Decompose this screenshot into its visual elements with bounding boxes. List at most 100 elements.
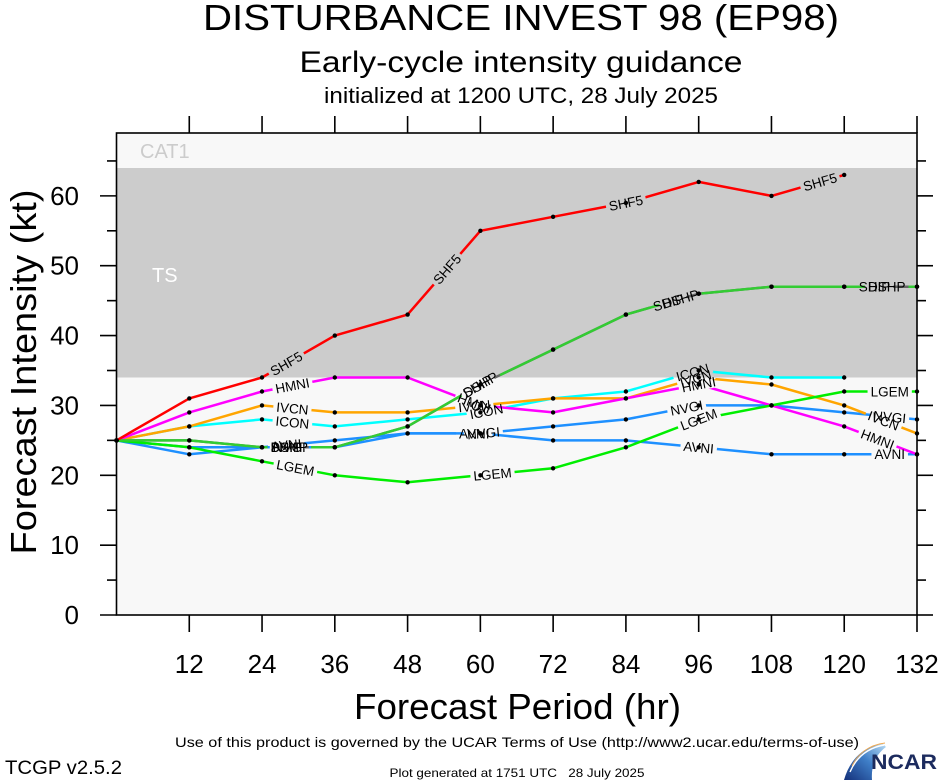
data-point-lgem [842, 389, 847, 394]
series-points [114, 172, 920, 485]
series-label-avni: AVNI [683, 439, 715, 457]
ncar-logo-text: NCAR [871, 751, 937, 774]
data-point-avni [696, 445, 701, 450]
series-line-hmni [116, 376, 918, 456]
y-tick-label: 60 [50, 181, 79, 211]
data-point-nvgi [405, 431, 410, 436]
y-tick-label: 30 [50, 390, 79, 420]
series-label-icon: ICON [468, 401, 504, 422]
x-tick-label: 36 [320, 649, 349, 679]
x-tick-label: 96 [684, 649, 713, 679]
series-label-dshp: DSHP [868, 280, 906, 295]
data-point-lgem [478, 473, 483, 478]
x-tick-label: 84 [611, 649, 640, 679]
series-label-icon: ICON [275, 414, 310, 432]
data-point-lgem [259, 459, 265, 464]
series-label-avni: AVNI [874, 447, 905, 462]
data-point-lgem [696, 417, 701, 422]
x-tick-label: 108 [750, 649, 793, 679]
series-label-ivcn: IVCN [458, 397, 492, 415]
data-point-dshp [696, 291, 701, 296]
ncar-swoosh-icon [844, 744, 886, 780]
series-label-lgem: LGEM [473, 465, 513, 484]
data-point-ivcn [259, 403, 265, 408]
x-tick-label: 132 [895, 649, 938, 679]
series-line-lgem [116, 390, 917, 484]
data-point-shf5 [259, 375, 265, 380]
y-tick-label: 40 [50, 321, 79, 351]
series-label-ivcn: IVCN [276, 400, 310, 418]
data-point-shf5 [696, 179, 701, 185]
x-tick-label: 120 [823, 649, 866, 679]
series-label-nvgi: NVGI [669, 398, 704, 419]
data-point-dshp [769, 284, 774, 289]
ncar-swoosh-highlight-icon [849, 744, 885, 773]
series-label-avni: AVNI [459, 426, 490, 441]
series-label-avni: AVNI [270, 436, 302, 454]
series-label-shf5: SHF5 [608, 193, 645, 214]
data-point-avni [623, 438, 629, 443]
data-point-lgem [550, 466, 556, 471]
intensity-band-ts [116, 167, 917, 378]
software-version: TCGP v2.5.2 [5, 758, 122, 779]
band-label-cat1: CAT1 [140, 141, 190, 163]
y-tick-label: 0 [65, 600, 79, 630]
series-label-nvgi: NVGI [873, 408, 907, 426]
data-point-nvgi [623, 417, 629, 422]
series-line-nvgi [116, 404, 918, 456]
series-label-hmni: HMNI [274, 375, 311, 396]
data-point-hmni [550, 410, 556, 415]
data-point-lgem [623, 445, 629, 450]
data-point-lgem [332, 473, 337, 478]
data-point-hmni [332, 375, 337, 380]
x-tick-label: 60 [466, 649, 495, 679]
series-label-nvgi: NVGI [466, 424, 500, 442]
data-point-dshp [187, 438, 192, 443]
intensity-band-cat1 [116, 133, 917, 168]
band-label-ts: TS [152, 265, 178, 287]
data-point-dshp [842, 284, 847, 289]
data-point-hmni [478, 403, 483, 408]
plot-border [115, 132, 918, 616]
data-point-shf5 [405, 312, 410, 317]
x-tick-label: 24 [248, 649, 277, 679]
data-point-hmni [187, 410, 192, 415]
data-point-hmni [842, 424, 847, 429]
data-point-shf5 [623, 200, 629, 206]
data-point-hmni [696, 382, 701, 387]
data-point-icon [769, 375, 774, 380]
data-point-shf5 [769, 193, 774, 199]
data-point-icon [696, 368, 701, 373]
data-point-ivcn [405, 410, 410, 415]
data-point-ivcn [332, 410, 337, 415]
data-point-shf5 [187, 396, 192, 401]
data-point-avni [842, 452, 847, 457]
data-point-shf5 [550, 214, 556, 219]
series-label-dshp: DSHP [271, 440, 309, 455]
intensity-bands [116, 133, 917, 378]
data-point-nvgi [696, 403, 701, 408]
data-point-dshp [478, 382, 483, 387]
chart-title: DISTURBANCE INVEST 98 (EP98) [203, 0, 839, 38]
data-point-ivcn [842, 403, 847, 408]
data-point-dshp [332, 445, 337, 450]
y-tick-label: 50 [50, 251, 79, 281]
x-axis-title: Forecast Period (hr) [354, 686, 681, 727]
series-line-dshp [116, 285, 917, 449]
data-point-dshp [405, 424, 410, 429]
data-point-avni [550, 438, 556, 443]
x-tick-label: 48 [393, 649, 422, 679]
y-tick-label: 20 [50, 460, 79, 490]
series-label-hmni: HMNI [680, 374, 717, 395]
series-label-nvgi: NVGI [273, 440, 306, 455]
data-point-avni [332, 438, 337, 443]
data-point-icon [842, 375, 847, 380]
series-lines [115, 173, 918, 484]
data-point-icon [405, 417, 410, 422]
data-point-hmni [623, 396, 629, 401]
data-point-ivcn [769, 382, 774, 387]
series-label-ship: SHIP [271, 440, 303, 455]
data-point-nvgi [550, 424, 556, 429]
data-point-hmni [259, 389, 265, 394]
